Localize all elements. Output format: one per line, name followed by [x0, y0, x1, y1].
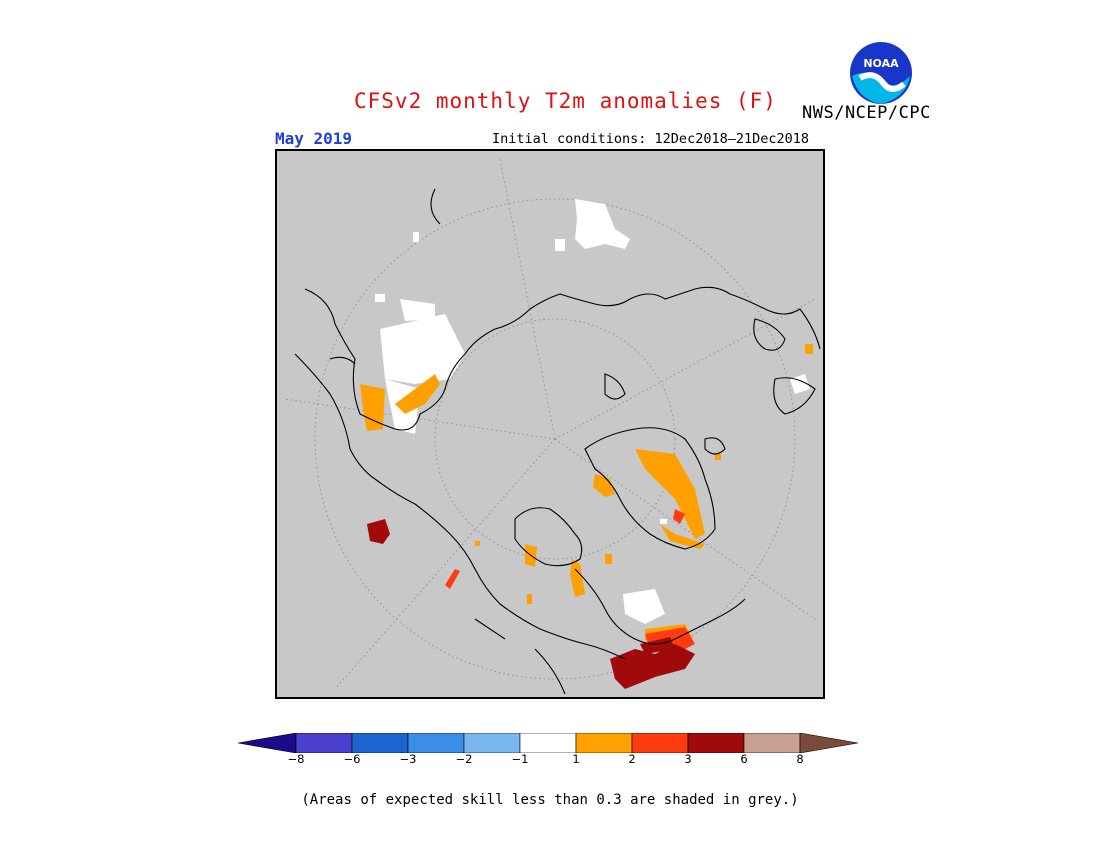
forecast-month: May 2019 [275, 129, 353, 148]
colorbar-tick-label: 3 [684, 752, 692, 766]
colorbar-bin [687, 732, 745, 754]
colorbar-bin [631, 732, 689, 754]
noaa-logo: NOAA [848, 40, 914, 106]
skill-footnote: (Areas of expected skill less than 0.3 a… [301, 792, 799, 808]
map-frame [275, 149, 825, 699]
colorbar-tick-label: 8 [796, 752, 804, 766]
colorbar-bin [743, 732, 801, 754]
colorbar-tick-label: 2 [628, 752, 636, 766]
colorbar-bin [351, 732, 409, 754]
anomaly-orange [360, 344, 813, 644]
colorbar-tick-label: −3 [399, 752, 417, 766]
colorbar-bin [575, 732, 633, 754]
colorbar-bin [799, 732, 859, 754]
colorbar-bin [407, 732, 465, 754]
colorbar-tick-label: −2 [455, 752, 473, 766]
colorbar-bin [237, 732, 297, 754]
colorbar-bin [295, 732, 353, 754]
colorbar-tick-label: 1 [572, 752, 580, 766]
forecast-map [275, 149, 825, 699]
coastlines [294, 188, 821, 695]
colorbar-bin [463, 732, 521, 754]
initial-conditions: Initial conditions: 12Dec2018–21Dec2018 [492, 131, 809, 147]
logo-text: NOAA [863, 57, 899, 70]
map-background [275, 149, 825, 699]
graticule [284, 158, 816, 690]
colorbar-tick-label: −8 [287, 752, 305, 766]
agency-label: NWS/NCEP/CPC [802, 103, 931, 123]
colorbar-tick-label: −6 [343, 752, 361, 766]
colorbar-tick-label: 6 [740, 752, 748, 766]
colorbar-bin [519, 732, 577, 754]
color-scale [237, 732, 863, 754]
anomaly-darkred [367, 519, 695, 689]
colorbar-tick-label: −1 [511, 752, 529, 766]
